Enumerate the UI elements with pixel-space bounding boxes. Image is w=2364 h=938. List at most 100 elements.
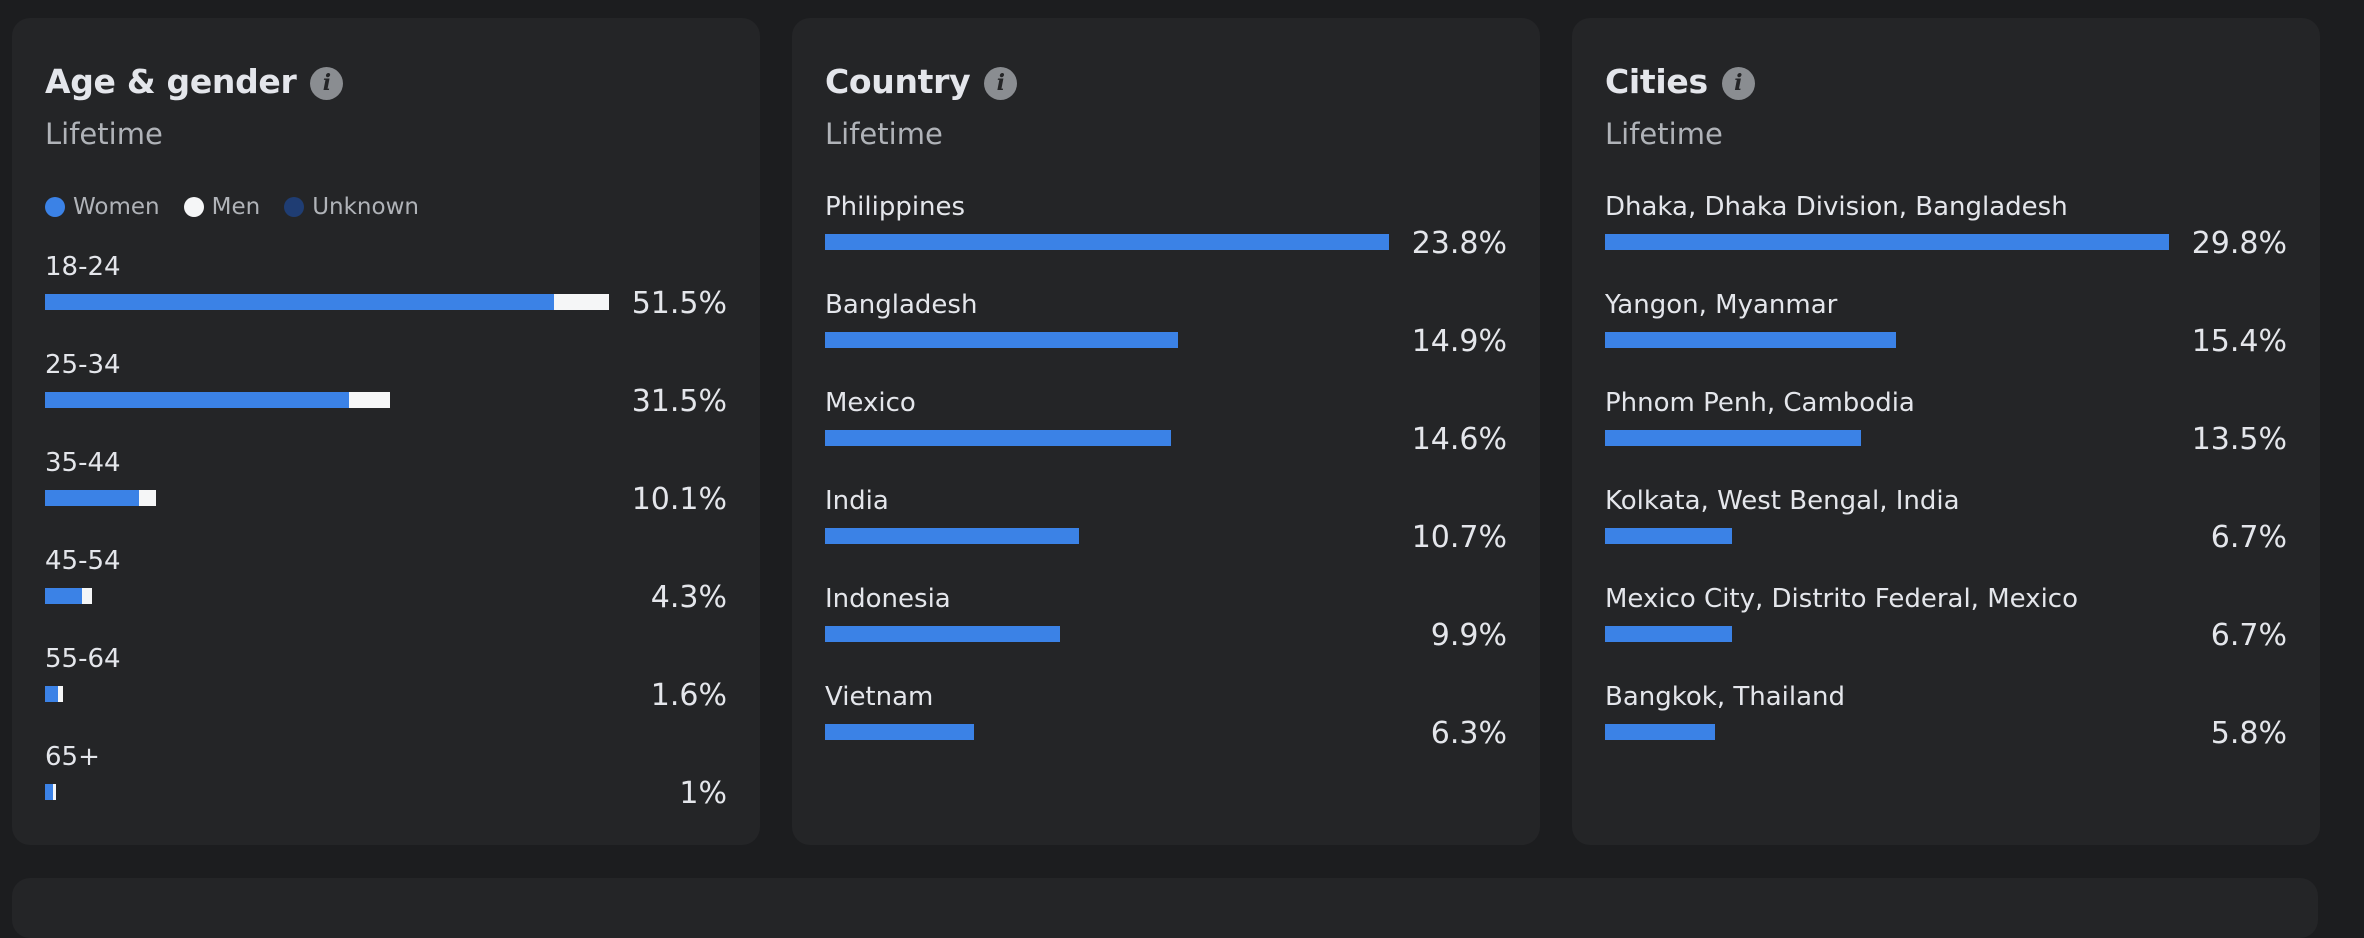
value-label: 4.3%	[650, 580, 727, 615]
bar-fill	[1605, 626, 1732, 642]
bar-segment-women	[45, 588, 83, 604]
bar-fill	[1605, 528, 1732, 544]
card-title: Age & gender	[45, 62, 297, 101]
category-label: 18-24	[45, 252, 121, 282]
bar-row: Yangon, Myanmar 15.4%	[1605, 288, 2287, 378]
bar-fill	[825, 332, 1179, 348]
bar-row: 35-44 10.1%	[45, 446, 727, 536]
value-label: 9.9%	[1430, 618, 1507, 653]
value-label: 14.9%	[1411, 324, 1507, 359]
bar	[825, 528, 1079, 544]
value-label: 6.7%	[2210, 520, 2287, 555]
info-icon[interactable]: i	[310, 66, 344, 100]
info-icon[interactable]: i	[984, 66, 1018, 100]
value-label: 31.5%	[631, 384, 727, 419]
bar	[1605, 724, 1715, 740]
bar-fill	[825, 724, 975, 740]
value-label: 10.7%	[1411, 520, 1507, 555]
value-label: 51.5%	[631, 286, 727, 321]
card-subtitle: Lifetime	[45, 117, 163, 151]
bar-fill	[1605, 332, 1897, 348]
age-gender-header: Age & gender i	[45, 58, 344, 106]
cities-header: Cities i	[1605, 58, 1755, 106]
bar	[1605, 332, 1897, 348]
category-label: Bangkok, Thailand	[1605, 682, 1846, 712]
next-card	[12, 878, 2318, 938]
bar-segment-men	[58, 686, 63, 702]
bar-row: Phnom Penh, Cambodia 13.5%	[1605, 386, 2287, 476]
bar-fill	[825, 528, 1079, 544]
country-header: Country i	[825, 58, 1018, 106]
category-label: Yangon, Myanmar	[1605, 290, 1838, 320]
bar-fill	[825, 430, 1171, 446]
bar	[45, 490, 156, 506]
bar-segment-men	[349, 392, 390, 408]
category-label: Bangladesh	[825, 290, 978, 320]
legend-label: Unknown	[312, 194, 419, 220]
bar	[825, 724, 975, 740]
bar	[1605, 430, 1861, 446]
bar-row: 55-64 1.6%	[45, 642, 727, 732]
bar-row: Bangkok, Thailand 5.8%	[1605, 680, 2287, 770]
value-label: 6.7%	[2210, 618, 2287, 653]
bar-row: Vietnam 6.3%	[825, 680, 1507, 770]
bar	[825, 430, 1171, 446]
bar	[825, 332, 1179, 348]
legend-label: Women	[73, 194, 160, 220]
card-subtitle: Lifetime	[825, 117, 943, 151]
bar	[45, 686, 63, 702]
category-label: Philippines	[825, 192, 966, 222]
value-label: 15.4%	[2191, 324, 2287, 359]
category-label: Dhaka, Dhaka Division, Bangladesh	[1605, 192, 2068, 222]
value-label: 1.6%	[650, 678, 727, 713]
category-label: 35-44	[45, 448, 121, 478]
category-label: Kolkata, West Bengal, India	[1605, 486, 1960, 516]
bar	[825, 234, 1389, 250]
bar-segment-men	[82, 588, 93, 604]
bar-row: 45-54 4.3%	[45, 544, 727, 634]
bar-segment-men	[139, 490, 156, 506]
bar	[1605, 626, 1732, 642]
bar-segment-women	[45, 490, 140, 506]
country-card: Country i Lifetime Philippines 23.8% Bangl…	[792, 18, 1540, 845]
value-label: 23.8%	[1411, 226, 1507, 261]
bar-row: Indonesia 9.9%	[825, 582, 1507, 672]
value-label: 1%	[679, 776, 727, 811]
legend-dot-women	[45, 197, 65, 217]
bar-fill	[1605, 234, 2169, 250]
bar-row: Mexico City, Distrito Federal, Mexico 6.7…	[1605, 582, 2287, 672]
legend-label: Men	[211, 194, 261, 220]
card-title: Cities	[1605, 62, 1708, 101]
bar-segment-women	[45, 784, 53, 800]
legend-item-women: Women	[45, 194, 160, 220]
age-gender-card: Age & gender i Lifetime Women Men Unknow…	[12, 18, 760, 845]
bar-segment-men	[52, 784, 56, 800]
category-label: India	[825, 486, 889, 516]
category-label: Mexico City, Distrito Federal, Mexico	[1605, 584, 2078, 614]
bar-row: Mexico 14.6%	[825, 386, 1507, 476]
bar	[1605, 528, 1732, 544]
category-label: Vietnam	[825, 682, 934, 712]
bar-fill	[825, 626, 1060, 642]
bar	[45, 392, 390, 408]
bar-row: 18-24 51.5%	[45, 250, 727, 340]
bar-row: Bangladesh 14.9%	[825, 288, 1507, 378]
bar-segment-women	[45, 294, 555, 310]
category-label: Mexico	[825, 388, 916, 418]
category-label: 55-64	[45, 644, 121, 674]
card-subtitle: Lifetime	[1605, 117, 1723, 151]
category-label: Indonesia	[825, 584, 951, 614]
value-label: 5.8%	[2210, 716, 2287, 751]
bar-segment-men	[554, 294, 609, 310]
bar	[45, 784, 56, 800]
category-label: 45-54	[45, 546, 121, 576]
bar-fill	[1605, 724, 1715, 740]
bar-row: 25-34 31.5%	[45, 348, 727, 438]
bar-row: Kolkata, West Bengal, India 6.7%	[1605, 484, 2287, 574]
cities-card: Cities i Lifetime Dhaka, Dhaka Division,…	[1572, 18, 2320, 845]
info-icon[interactable]: i	[1721, 66, 1755, 100]
bar	[45, 294, 609, 310]
legend-dot-unknown	[284, 197, 305, 217]
card-title: Country	[825, 62, 971, 101]
bar-row: Dhaka, Dhaka Division, Bangladesh 29.8%	[1605, 190, 2287, 280]
